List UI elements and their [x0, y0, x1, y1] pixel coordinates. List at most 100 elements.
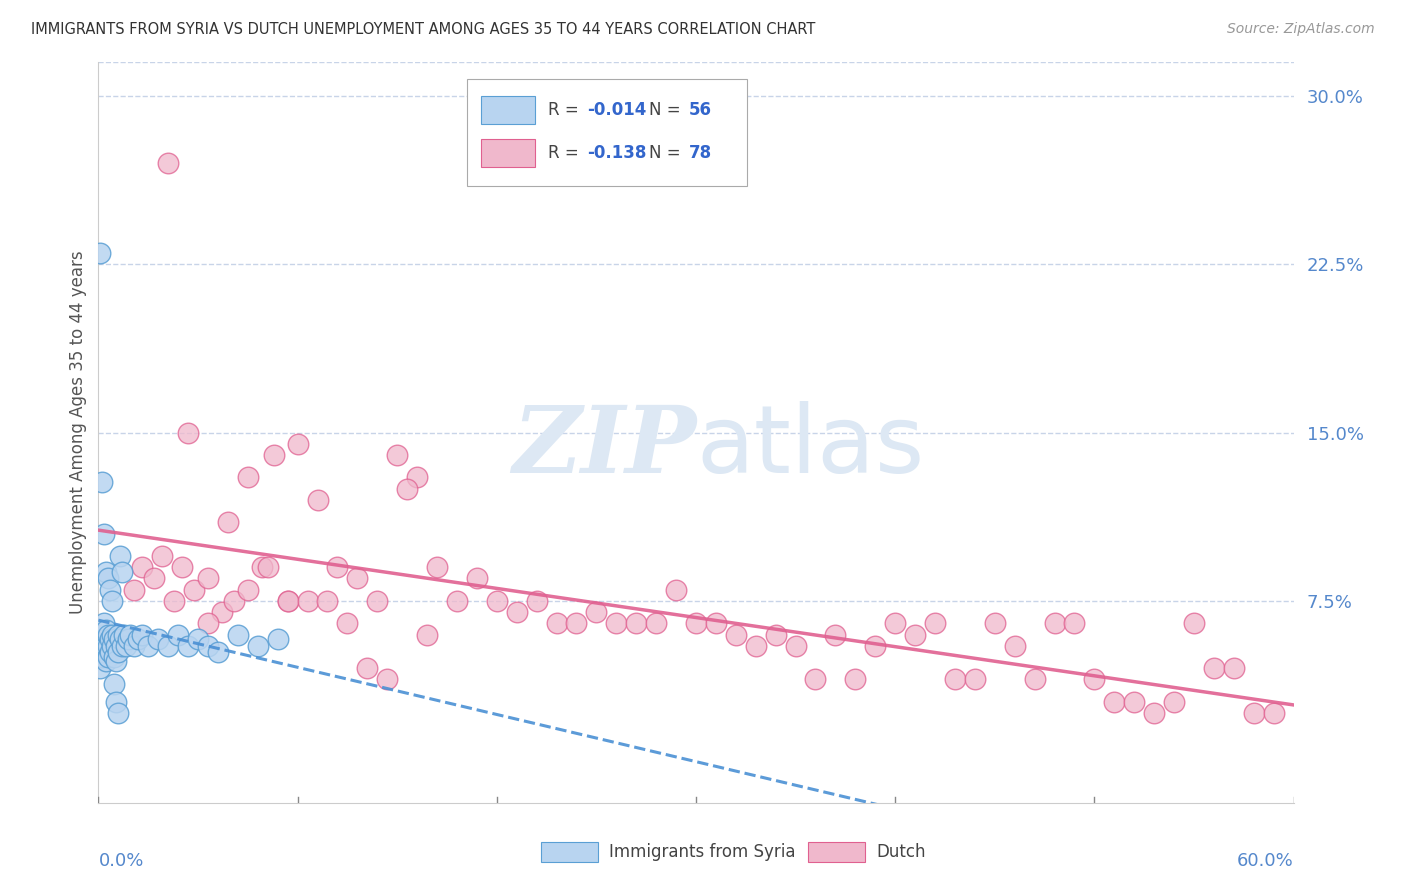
Point — [97, 639, 120, 653]
Point — [89, 246, 111, 260]
Point — [704, 616, 727, 631]
Point — [105, 695, 128, 709]
Point — [1104, 695, 1126, 709]
Point — [163, 594, 186, 608]
Point — [89, 639, 111, 653]
Point — [110, 549, 132, 563]
Point — [277, 594, 299, 608]
Point — [197, 616, 219, 631]
Point — [93, 616, 115, 631]
Point — [91, 627, 114, 641]
FancyBboxPatch shape — [481, 138, 534, 167]
Point — [267, 632, 290, 646]
Point — [824, 627, 846, 641]
Point — [117, 632, 139, 646]
Point — [665, 582, 688, 597]
Point — [1024, 673, 1046, 687]
Point — [1143, 706, 1166, 720]
Point — [426, 560, 449, 574]
Text: R =: R = — [548, 144, 583, 161]
Point — [924, 616, 946, 631]
Text: R =: R = — [548, 101, 583, 119]
Point — [91, 639, 114, 653]
Point — [1263, 706, 1285, 720]
Point — [316, 594, 339, 608]
Text: -0.014: -0.014 — [588, 101, 647, 119]
Point — [356, 661, 378, 675]
Text: Source: ZipAtlas.com: Source: ZipAtlas.com — [1227, 22, 1375, 37]
Point — [197, 639, 219, 653]
Point — [865, 639, 887, 653]
Point — [105, 655, 128, 669]
Text: 0.0%: 0.0% — [98, 852, 143, 871]
Text: N =: N = — [650, 144, 686, 161]
Point — [177, 639, 200, 653]
Point — [297, 594, 319, 608]
Point — [183, 582, 205, 597]
Point — [1202, 661, 1225, 675]
Point — [745, 639, 768, 653]
Point — [107, 627, 129, 641]
Point — [103, 650, 125, 665]
Point — [546, 616, 568, 631]
Point — [307, 492, 329, 507]
Point — [565, 616, 588, 631]
Point — [93, 645, 115, 659]
Point — [226, 627, 249, 641]
Point — [785, 639, 807, 653]
Text: ZIP: ZIP — [512, 402, 696, 492]
Text: IMMIGRANTS FROM SYRIA VS DUTCH UNEMPLOYMENT AMONG AGES 35 TO 44 YEARS CORRELATIO: IMMIGRANTS FROM SYRIA VS DUTCH UNEMPLOYM… — [31, 22, 815, 37]
Point — [217, 516, 239, 530]
Point — [904, 627, 927, 641]
Point — [124, 582, 146, 597]
Point — [884, 616, 907, 631]
Point — [115, 639, 138, 653]
Point — [187, 632, 209, 646]
Point — [406, 470, 429, 484]
Point — [943, 673, 966, 687]
Point — [91, 650, 114, 665]
Point — [326, 560, 349, 574]
Point — [103, 632, 125, 646]
Point — [605, 616, 627, 631]
Point — [177, 425, 200, 440]
Point — [375, 673, 398, 687]
Point — [111, 639, 134, 653]
Point — [89, 661, 111, 675]
Point — [1123, 695, 1146, 709]
Text: 56: 56 — [689, 101, 711, 119]
Point — [143, 571, 166, 585]
Point — [1043, 616, 1066, 631]
Point — [96, 565, 118, 579]
Point — [93, 526, 115, 541]
Point — [1004, 639, 1026, 653]
Point — [96, 623, 118, 637]
Point — [222, 594, 245, 608]
Point — [97, 650, 120, 665]
FancyBboxPatch shape — [481, 95, 534, 124]
Point — [148, 632, 170, 646]
Point — [366, 594, 388, 608]
Text: Immigrants from Syria: Immigrants from Syria — [609, 843, 796, 861]
Point — [157, 639, 180, 653]
Point — [127, 632, 149, 646]
Point — [110, 632, 132, 646]
Point — [626, 616, 648, 631]
Point — [131, 627, 153, 641]
Text: -0.138: -0.138 — [588, 144, 647, 161]
Point — [336, 616, 359, 631]
Point — [136, 639, 159, 653]
Point — [346, 571, 368, 585]
Point — [103, 677, 125, 691]
Point — [101, 594, 124, 608]
Point — [250, 560, 273, 574]
Point — [526, 594, 548, 608]
Point — [844, 673, 866, 687]
Point — [91, 475, 114, 489]
Text: 78: 78 — [689, 144, 711, 161]
Point — [98, 645, 122, 659]
Point — [112, 627, 135, 641]
Point — [724, 627, 747, 641]
Point — [1223, 661, 1246, 675]
Point — [131, 560, 153, 574]
